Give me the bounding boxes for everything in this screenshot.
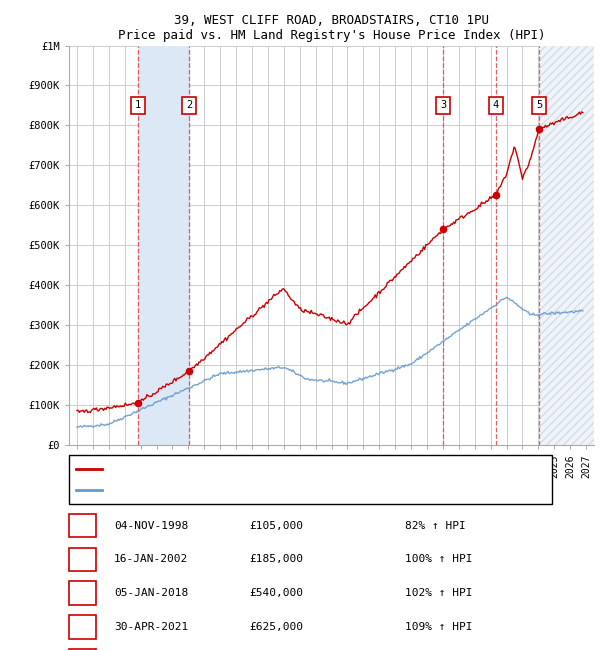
Text: 04-NOV-1998: 04-NOV-1998 (114, 521, 188, 530)
Text: 30-APR-2021: 30-APR-2021 (114, 622, 188, 632)
Text: HPI: Average price, semi-detached house, Thanet: HPI: Average price, semi-detached house,… (107, 485, 383, 495)
Text: £105,000: £105,000 (249, 521, 303, 530)
Text: 39, WEST CLIFF ROAD, BROADSTAIRS, CT10 1PU (semi-detached house): 39, WEST CLIFF ROAD, BROADSTAIRS, CT10 1… (107, 463, 483, 474)
Text: 1: 1 (79, 521, 86, 530)
Title: 39, WEST CLIFF ROAD, BROADSTAIRS, CT10 1PU
Price paid vs. HM Land Registry's Hou: 39, WEST CLIFF ROAD, BROADSTAIRS, CT10 1… (118, 14, 545, 42)
Bar (539, 46, 594, 445)
Text: £625,000: £625,000 (249, 622, 303, 632)
Bar (539, 46, 594, 445)
Text: 2: 2 (79, 554, 86, 564)
Text: 1: 1 (135, 101, 141, 111)
Text: 16-JAN-2002: 16-JAN-2002 (114, 554, 188, 564)
Text: 4: 4 (493, 101, 499, 111)
Text: 100% ↑ HPI: 100% ↑ HPI (405, 554, 473, 564)
Text: 102% ↑ HPI: 102% ↑ HPI (405, 588, 473, 598)
Text: 3: 3 (79, 588, 86, 598)
Text: 2: 2 (186, 101, 192, 111)
Bar (138, 46, 189, 445)
Text: 4: 4 (79, 622, 86, 632)
Text: 3: 3 (440, 101, 446, 111)
Text: 05-JAN-2018: 05-JAN-2018 (114, 588, 188, 598)
Text: £185,000: £185,000 (249, 554, 303, 564)
Text: 109% ↑ HPI: 109% ↑ HPI (405, 622, 473, 632)
Text: £540,000: £540,000 (249, 588, 303, 598)
Text: 82% ↑ HPI: 82% ↑ HPI (405, 521, 466, 530)
Text: 5: 5 (536, 101, 542, 111)
